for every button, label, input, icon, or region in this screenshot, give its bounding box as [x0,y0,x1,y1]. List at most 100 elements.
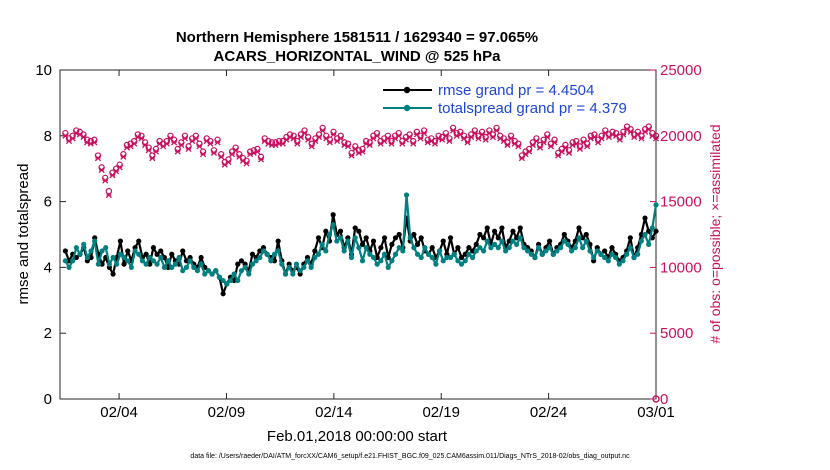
rmse-series-point [627,235,633,241]
rmse-series-point [609,245,615,251]
spread-series-point [583,238,589,244]
spread-series-point [334,238,340,244]
rmse-series-point [183,258,190,264]
spread-series-point [389,258,395,264]
spread-series-point [613,254,619,261]
spread-series-point [602,254,608,261]
spread-series-point [143,261,149,267]
y-tick-right-label: 5000 [660,325,693,342]
obs-assimilated-point [102,177,109,184]
obs-assimilated-point [94,155,102,162]
obs-assimilated-point [598,135,605,142]
spread-series-point [253,258,259,264]
spread-series-point [620,258,626,264]
obs-assimilated-point [504,141,511,149]
x-tick-label: 02/09 [208,404,246,421]
rmse-series-point [469,248,476,254]
spread-series-point [165,258,171,264]
obs-assimilated-point [196,143,203,150]
obs-assimilated-point [308,143,315,150]
obs-assimilated-point [508,135,515,142]
rmse-series-point [547,238,553,244]
spread-series-point [301,264,307,270]
spread-series-point [264,251,270,257]
spread-series-point [216,274,223,280]
spread-series-point [205,268,212,274]
legend-spread-label: totalspread grand pr = 4.379 [438,100,627,117]
spread-series-point [191,264,197,270]
spread-series-point [598,251,604,257]
spread-series-point [275,248,281,254]
spread-series-point [495,245,501,251]
spread-series-point [517,235,523,241]
spread-series-point [473,248,479,254]
obs-assimilated-point [218,153,225,160]
spread-series-point [147,254,153,261]
rmse-series-point [330,212,336,218]
obs-assimilated-point [540,139,547,146]
obs-assimilated-point [138,135,145,142]
spread-series-point [392,251,399,257]
spread-series-point [139,258,146,264]
obs-assimilated-point [373,132,381,139]
spread-series-point [198,261,204,267]
spread-series-point [414,251,421,257]
rmse-series-point [429,245,435,251]
spread-series-point [532,254,538,261]
spread-series-point [407,235,413,241]
obs-assimilated-point [471,130,478,137]
rmse-series-point [473,241,479,247]
spread-series-point [209,271,215,277]
spread-series-point [418,254,424,261]
spread-series-point [378,258,384,264]
legend-spread-marker [403,104,411,112]
spread-series-point [161,264,168,270]
rmse-series-point [653,228,659,234]
spread-series-point [433,261,439,267]
rmse-series-point [484,225,490,231]
obs-assimilated-point [482,136,489,143]
legend-rmse-label: rmse grand pr = 4.4504 [438,82,594,99]
rmse-series-point [480,235,487,241]
rmse-series-point [561,231,567,238]
obs-assimilated-point [171,139,178,146]
spread-series-point [550,251,556,257]
spread-series-point [539,251,545,257]
obs-assimilated-point [337,135,344,142]
obs-assimilated-point [562,144,569,151]
rmse-series-point [121,261,127,267]
spread-series-point [238,268,245,274]
obs-assimilated-point [417,135,424,142]
spread-series-point [547,245,553,251]
spread-series-point [84,254,90,261]
spread-series-point [194,268,201,274]
rmse-series-point [275,238,281,244]
spread-series-point [224,281,230,287]
spread-series-point [257,254,263,261]
obs-assimilated-point [348,152,355,159]
rmse-series-point [513,235,520,241]
spread-series-point [202,271,208,277]
spread-series-point [565,241,571,247]
spread-series-point [543,248,549,254]
spread-series-point [260,248,267,254]
spread-series-point [308,264,314,270]
obs-assimilated-point [576,145,583,153]
spread-series-point [444,254,450,261]
obs-assimilated-point [330,131,337,138]
obs-assimilated-point [225,159,232,166]
obs-assimilated-point [384,135,391,142]
spread-series-point [440,258,446,264]
obs-assimilated-point [627,128,634,135]
obs-assimilated-point [421,130,428,137]
spread-series-point [293,261,300,267]
legend: rmse grand pr = 4.4504 totalspread grand… [383,82,627,117]
rmse-series-point [143,251,149,257]
spread-series-point [88,248,94,254]
spread-series-point [341,248,347,254]
rmse-series-point [389,241,395,247]
rmse-series-point [110,271,116,277]
rmse-series-point [583,231,589,238]
obs-assimilated-point [551,139,558,146]
spread-series-point [359,258,366,264]
